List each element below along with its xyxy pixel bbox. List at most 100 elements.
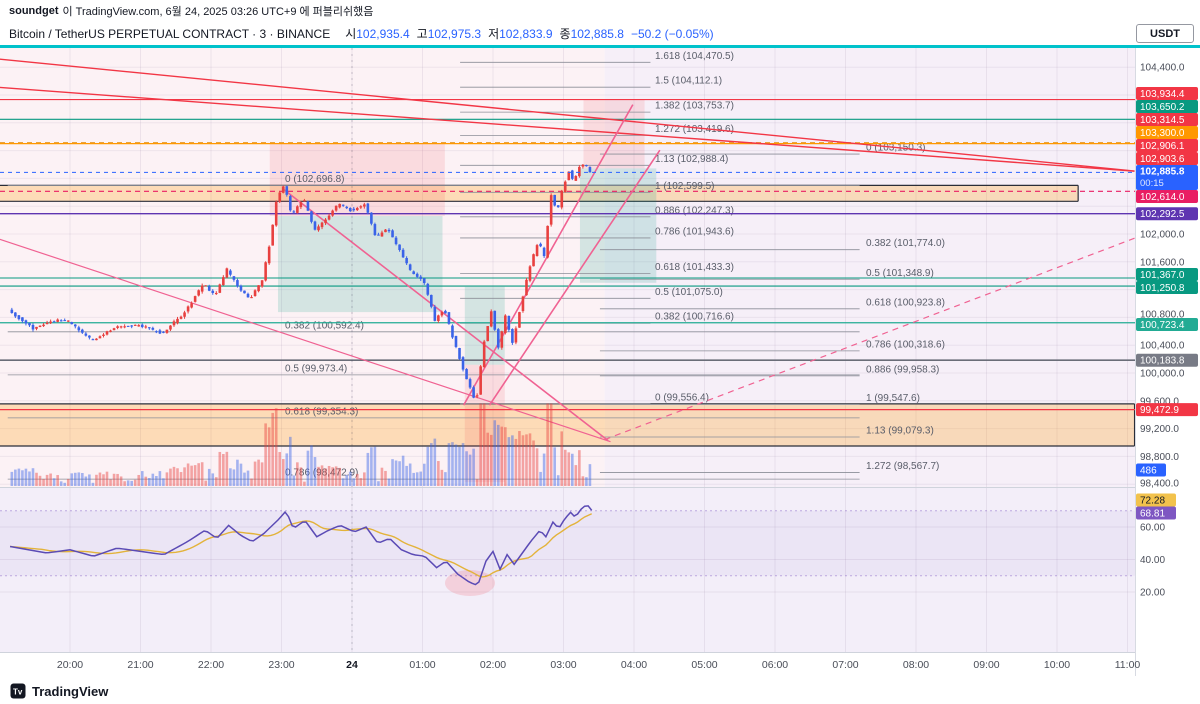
price-label-chip [1136, 403, 1198, 417]
price-axis[interactable]: 104,400.0 102,000.0 101,600.0 100,800.0 100,… [1135, 48, 1200, 676]
time-axis-label: 04:00 [621, 659, 647, 671]
price-label-chip [1136, 113, 1198, 126]
time-axis-label: 24 [346, 659, 358, 671]
publish-bar: soundget 이 TradingView.com, 6월 24, 2025 … [0, 0, 1200, 22]
time-axis-label: 10:00 [1044, 659, 1070, 671]
symbol-title[interactable]: Bitcoin / TetherUS PERPETUAL CONTRACT · … [9, 26, 331, 41]
fib-label: 1.13 (99,079.3) [866, 425, 934, 436]
price-label-chip [1136, 268, 1198, 281]
time-axis-label: 01:00 [409, 659, 435, 671]
price-label-chip-text: 72.28 [1140, 496, 1165, 507]
time-axis[interactable]: 20:00 21:00 22:00 23:00 24 01:00 02:00 03:00 04:… [57, 659, 1141, 671]
tradingview-logo[interactable]: Tv TradingView [10, 683, 108, 699]
fib-label: 0.382 (100,592.4) [285, 320, 364, 331]
ohlc-label: 시 [345, 27, 357, 41]
price-label-chip-text: 102,614.0 [1140, 192, 1185, 203]
price-label-chip [1136, 463, 1166, 477]
fib-label: 1 (99,547.6) [866, 393, 920, 404]
fib-label: 1.272 (98,567.7) [866, 461, 939, 472]
price-axis-label: 100,800.0 [1140, 310, 1185, 321]
ohlc-values: 시102,935.4 고102,975.3 저102,833.9 종102,885.8 [338, 25, 624, 42]
fib-label: 0.786 (101,943.6) [655, 226, 734, 237]
ohlc-value: 102,975.3 [427, 27, 482, 41]
time-axis-label: 06:00 [762, 659, 788, 671]
current-price-chip [1136, 165, 1198, 190]
chart-area[interactable]: 0 (102,696.8) 0.382 (100,592.4) 0.5 (99,97… [0, 48, 1200, 678]
fib-label: 1.272 (103,419.6) [655, 124, 734, 135]
rsi-indicator [9, 505, 593, 596]
price-axis-label: 104,400.0 [1140, 63, 1185, 74]
price-label-chip-text: 102,292.5 [1140, 209, 1185, 220]
rsi-band [0, 510, 1135, 577]
rsi-axis-label: 40.00 [1140, 555, 1165, 566]
zones [0, 99, 1136, 483]
level-lines [0, 99, 1135, 411]
time-axis-label: 07:00 [832, 659, 858, 671]
price-label-chip [1136, 493, 1176, 507]
price-label-chip-text: 486 [1140, 466, 1157, 477]
chart-canvas[interactable]: 0 (102,696.8) 0.382 (100,592.4) 0.5 (99,97… [0, 48, 1200, 678]
time-axis-label: 22:00 [198, 659, 224, 671]
publish-info-text: 이 TradingView.com, 6월 24, 2025 03:26 UTC… [62, 6, 374, 18]
price-label-chip [1136, 126, 1198, 139]
price-label-chip-text: 101,367.0 [1140, 270, 1185, 281]
price-label-chip [1136, 318, 1198, 331]
bar-countdown-text: 00:15 [1140, 178, 1164, 189]
fib-label: 0.5 (101,348.9) [866, 268, 934, 279]
price-label-chip-text: 101,250.8 [1140, 283, 1185, 294]
price-label-chip-text: 100,183.8 [1140, 356, 1185, 367]
ohlc-label: 종 [559, 27, 571, 41]
time-axis-label: 02:00 [480, 659, 506, 671]
price-axis-label: 101,600.0 [1140, 257, 1185, 268]
price-label-chip [1136, 207, 1198, 221]
price-label-chip-text: 103,650.2 [1140, 102, 1185, 113]
price-label-chip-text: 103,934.4 [1140, 89, 1185, 100]
fib-label: 0.886 (99,958.3) [866, 364, 939, 375]
price-label-chip-text: 103,300.0 [1140, 128, 1185, 139]
publisher-username[interactable]: soundget [9, 5, 59, 17]
fib-label: 0.5 (99,973.4) [285, 363, 347, 374]
ohlc-value: 102,885.8 [570, 27, 624, 41]
fib-label: 0 (102,696.8) [285, 174, 345, 185]
price-label-chip [1136, 190, 1198, 203]
price-label-chip [1136, 353, 1198, 367]
accent-divider [0, 45, 1200, 48]
trend-lines [0, 48, 1135, 652]
price-axis-label: 100,000.0 [1140, 369, 1185, 380]
rsi-axis-label: 20.00 [1140, 588, 1165, 599]
time-axis-label: 09:00 [973, 659, 999, 671]
price-axis-label: 102,000.0 [1140, 230, 1185, 241]
time-axis-label: 11:00 [1115, 659, 1141, 671]
price-label-chip [1136, 281, 1198, 294]
price-label-chip-text: 99,472.9 [1140, 405, 1179, 416]
volume-series [10, 403, 592, 486]
fib-label: 1.618 (104,470.5) [655, 51, 734, 62]
candlestick-series [10, 163, 592, 399]
chart-backgrounds [0, 48, 1200, 676]
fib-label: 0.786 (98,472.9) [285, 468, 358, 479]
fib-label: 0.618 (100,923.8) [866, 297, 945, 308]
time-axis-label: 08:00 [903, 659, 929, 671]
ohlc-label: 고 [416, 27, 428, 41]
fib-label: 0.786 (100,318.6) [866, 339, 945, 350]
time-axis-label: 03:00 [550, 659, 576, 671]
ohlc-value: 102,935.4 [356, 27, 410, 41]
fib-label: 0.382 (101,774.0) [866, 238, 945, 249]
fib-label: 1.382 (103,753.7) [655, 101, 734, 112]
time-axis-label: 21:00 [127, 659, 153, 671]
symbol-info-bar: Bitcoin / TetherUS PERPETUAL CONTRACT · … [0, 22, 1200, 45]
time-axis-label: 20:00 [57, 659, 83, 671]
bottom-bar: Tv TradingView [0, 678, 1200, 704]
fib-label: 0.886 (102,247.3) [655, 205, 734, 216]
ohlc-label: 저 [488, 27, 500, 41]
price-axis-label: 100,400.0 [1140, 341, 1185, 352]
time-axis-label: 05:00 [691, 659, 717, 671]
price-label-chip-text: 103,314.5 [1140, 115, 1185, 126]
currency-toggle-button[interactable]: USDT [1136, 24, 1194, 43]
fib-label: 1.13 (102,988.4) [655, 154, 728, 165]
price-label-chip [1136, 139, 1198, 152]
price-label-chip-text: 102,903.6 [1140, 154, 1185, 165]
fib-label: 0.618 (99,354.3) [285, 406, 358, 417]
fib-label: 0.382 (100,716.6) [655, 312, 734, 323]
